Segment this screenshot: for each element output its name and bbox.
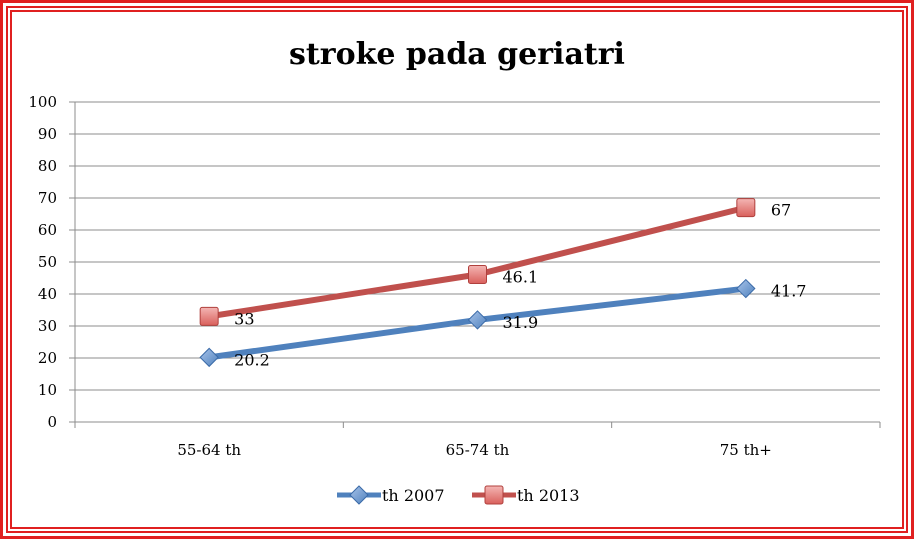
y-tick-label: 50 <box>38 253 57 271</box>
data-labels: 20.2 31.9 41.7 33 46.1 67 <box>234 201 806 370</box>
legend-label: th 2007 <box>382 486 445 505</box>
data-point-diamond <box>736 278 756 299</box>
legend-diamond-marker <box>349 485 369 505</box>
y-tick-label: 10 <box>38 381 57 399</box>
x-tick-label: 65-74 th <box>446 441 510 459</box>
frame-border-middle <box>6 6 908 533</box>
data-point-square <box>736 198 756 218</box>
x-tick-label: 55-64 th <box>177 441 241 459</box>
y-tick-label: 40 <box>38 285 57 303</box>
y-tick-label: 100 <box>28 93 57 111</box>
y-tick-label: 30 <box>38 317 57 335</box>
y-tick-label: 20 <box>38 349 57 367</box>
x-tick-label: 75 th+ <box>720 441 772 459</box>
data-label: 31.9 <box>503 313 539 332</box>
data-point-square <box>468 264 487 284</box>
data-label: 20.2 <box>234 350 270 369</box>
y-tick-label: 80 <box>38 157 57 175</box>
data-label: 41.7 <box>771 282 807 301</box>
legend-square-marker <box>484 485 504 505</box>
y-tick-label: 70 <box>38 189 57 207</box>
data-point-square <box>199 306 219 326</box>
gridlines <box>75 101 880 391</box>
y-tick-label: 90 <box>38 125 57 143</box>
y-tick-label: 0 <box>47 413 57 431</box>
frame-border-inner <box>10 10 904 529</box>
data-label: 46.1 <box>503 267 539 286</box>
data-label: 67 <box>771 201 791 220</box>
y-tick-label: 60 <box>38 221 57 239</box>
legend-label: th 2013 <box>517 486 580 505</box>
legend: th 2007 th 2013 <box>337 485 580 505</box>
data-point-diamond <box>467 310 488 330</box>
chart-title: stroke pada geriatri <box>289 37 625 72</box>
data-label: 33 <box>234 309 254 328</box>
axes: 0 10 20 30 40 50 60 70 80 90 100 55-64 th 65-74 th 75… <box>28 93 881 459</box>
data-point-diamond <box>199 347 219 368</box>
series-group <box>199 198 756 368</box>
